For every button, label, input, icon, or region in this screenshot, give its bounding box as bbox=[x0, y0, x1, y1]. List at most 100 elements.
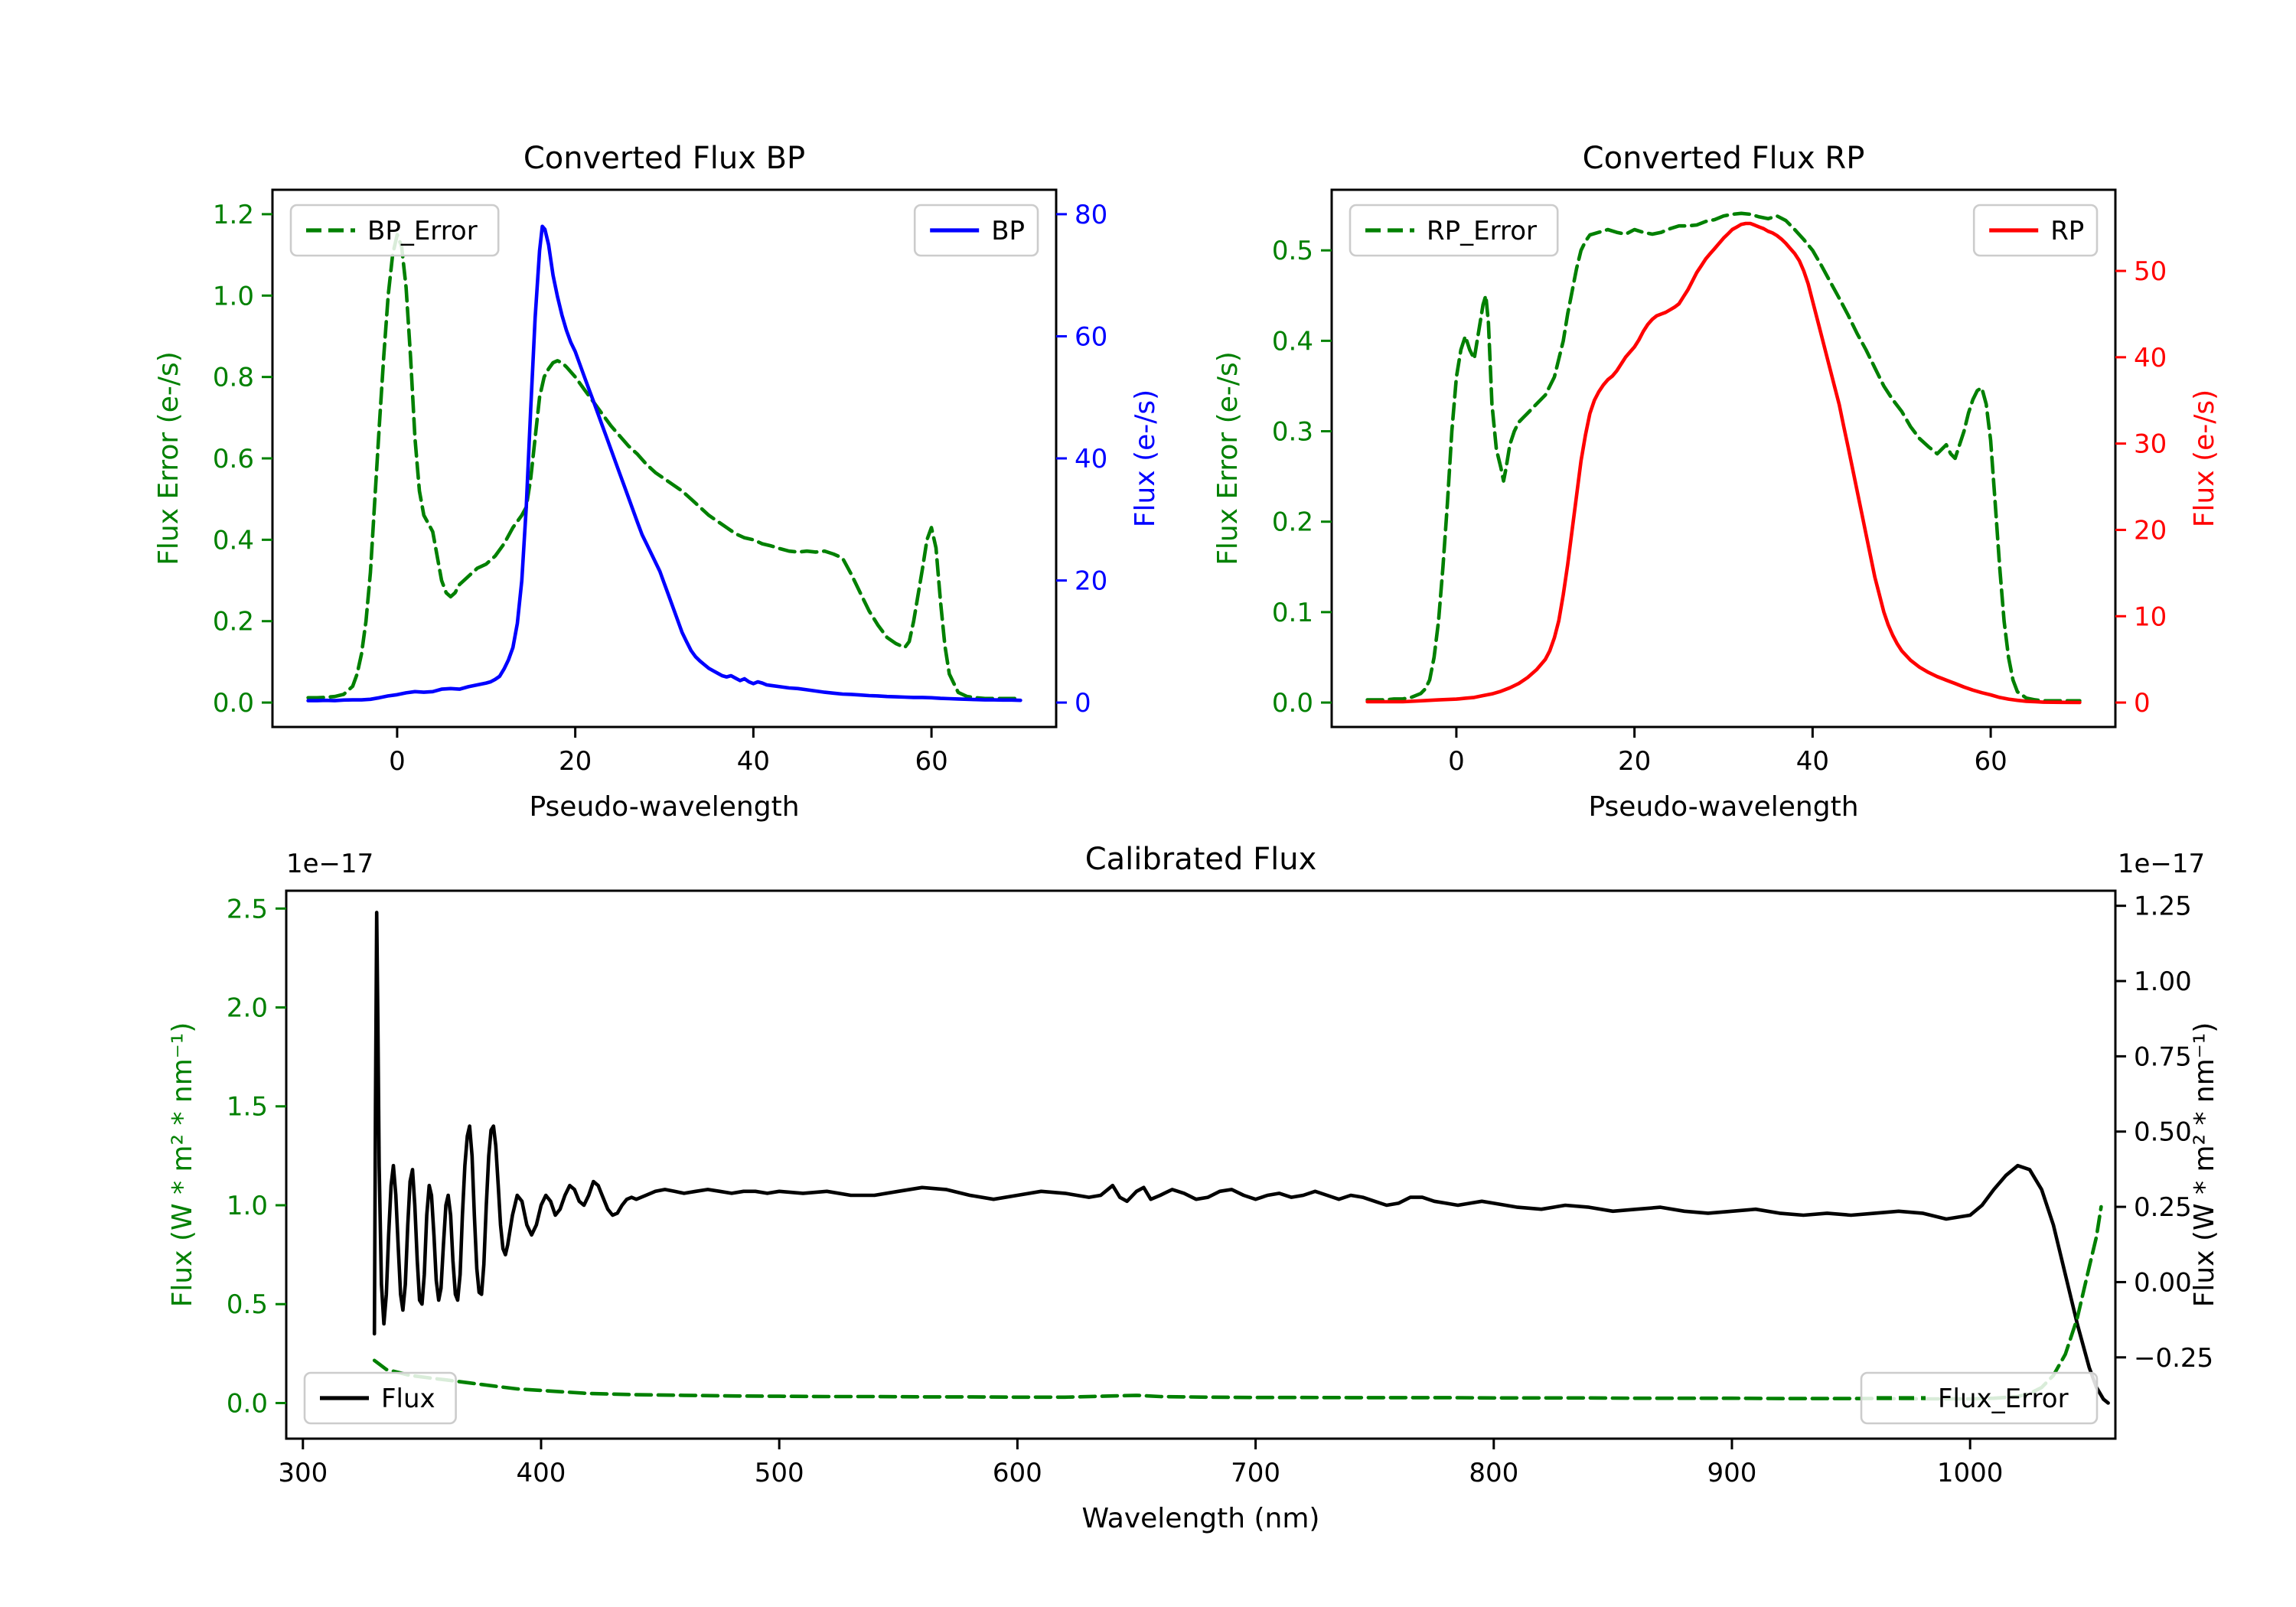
y-tick-label-right: 20 bbox=[1075, 566, 1107, 597]
chart-rp: 0 20 40 60 0.0 0.1 0.2 0.3 0.4 0.5 0 10 20 30 40 50 Conv… bbox=[1212, 141, 2220, 823]
y-tick-label-right: 0.25 bbox=[2134, 1192, 2192, 1223]
series-RP_Error bbox=[1365, 211, 2082, 703]
y-tick-label-right: 0.50 bbox=[2134, 1117, 2192, 1148]
y-tick-label-right: 50 bbox=[2134, 256, 2167, 287]
x-tick-label: 900 bbox=[1707, 1458, 1757, 1488]
chart-title: Converted Flux RP bbox=[1583, 141, 1865, 176]
y-tick-label-left: 0.0 bbox=[1272, 688, 1313, 719]
y-tick-label-left: 0.2 bbox=[1272, 507, 1313, 538]
x-tick-label: 40 bbox=[1796, 746, 1829, 777]
y-axis-label-left: Flux Error (e-/s) bbox=[153, 351, 184, 566]
y-tick-label-left: 0.8 bbox=[213, 363, 254, 393]
legend-BP_Error: BP_Error bbox=[289, 204, 500, 257]
x-tick-label: 400 bbox=[517, 1458, 566, 1488]
y-tick-label-right: 40 bbox=[1075, 444, 1107, 474]
y-tick-label-right: 80 bbox=[1075, 200, 1107, 230]
x-tick-label: 600 bbox=[993, 1458, 1042, 1488]
y-tick-label-left: 0.6 bbox=[213, 444, 254, 474]
y-tick-label-right: 60 bbox=[1075, 321, 1107, 352]
y-axis-label-right: Flux (e-/s) bbox=[1130, 390, 1161, 527]
y-axis-label-left: Flux Error (e-/s) bbox=[1212, 351, 1244, 566]
y-tick-label-right: −0.25 bbox=[2134, 1343, 2213, 1374]
series-RP bbox=[1365, 221, 2082, 705]
y-tick-label-right: 0.75 bbox=[2134, 1041, 2192, 1072]
legend-label: RP_Error bbox=[1427, 216, 1537, 246]
y-tick-label-left: 1.0 bbox=[227, 1191, 268, 1221]
x-axis-label: Pseudo-wavelength bbox=[529, 791, 799, 823]
x-tick-label: 0 bbox=[389, 746, 406, 777]
y-tick-label-right: 30 bbox=[2134, 429, 2167, 460]
y-tick-label-right: 1.00 bbox=[2134, 966, 2192, 997]
chart-title: Calibrated Flux bbox=[1085, 842, 1317, 877]
x-tick-label: 700 bbox=[1231, 1458, 1280, 1488]
series-group bbox=[306, 224, 1022, 702]
legend-BP: BP bbox=[913, 204, 1039, 257]
legend-Flux_Error: Flux_Error bbox=[1860, 1371, 2099, 1425]
legend-box bbox=[289, 204, 500, 257]
x-tick-label: 20 bbox=[559, 746, 592, 777]
y-tick-label-left: 0.4 bbox=[1272, 326, 1313, 357]
x-tick-label: 0 bbox=[1448, 746, 1465, 777]
y-tick-label-left: 0.1 bbox=[1272, 598, 1313, 628]
x-tick-label: 500 bbox=[755, 1458, 804, 1488]
chart-bp: 0 20 40 60 0.0 0.2 0.4 0.6 0.8 1.0 1.2 0 20 40 60 80 Con… bbox=[153, 141, 1161, 823]
x-tick-label: 20 bbox=[1618, 746, 1651, 777]
x-tick-label: 800 bbox=[1469, 1458, 1518, 1488]
offset-text-right: 1e−17 bbox=[2118, 849, 2205, 879]
y-tick-label-left: 1.0 bbox=[213, 281, 254, 311]
y-tick-label-left: 0.3 bbox=[1272, 417, 1313, 448]
y-tick-label-left: 1.2 bbox=[213, 200, 254, 230]
y-tick-label-left: 0.5 bbox=[1272, 236, 1313, 266]
legend-Flux: Flux bbox=[303, 1371, 457, 1425]
x-axis-label: Pseudo-wavelength bbox=[1588, 791, 1858, 823]
chart-cal: 300 400 500 600 700 800 900 1000 0.0 0.5 1.0 1.5 2.0… bbox=[167, 842, 2220, 1534]
y-tick-label-left: 0.2 bbox=[213, 607, 254, 637]
legend-label: RP bbox=[2050, 216, 2084, 246]
y-tick-label-right: 0 bbox=[2134, 688, 2151, 719]
legend-box bbox=[303, 1371, 457, 1425]
axes-frame bbox=[285, 889, 2117, 1440]
chart-title: Converted Flux BP bbox=[523, 141, 805, 176]
y-axis-label-right: Flux (e-/s) bbox=[2189, 390, 2220, 527]
x-tick-label: 60 bbox=[1974, 746, 2007, 777]
series-Flux bbox=[372, 911, 2110, 1405]
legend-RP_Error: RP_Error bbox=[1349, 204, 1559, 257]
y-tick-label-right: 20 bbox=[2134, 515, 2167, 546]
offset-text-left: 1e−17 bbox=[286, 849, 373, 879]
series-Flux_Error bbox=[372, 1204, 2103, 1401]
y-tick-label-left: 2.5 bbox=[227, 894, 268, 924]
series-BP_Error bbox=[306, 233, 1022, 701]
y-tick-label-left: 0.0 bbox=[213, 688, 254, 719]
y-axis-label-left: Flux (W * m² * nm⁻¹) bbox=[167, 1022, 198, 1308]
series-BP bbox=[306, 224, 1022, 702]
series-group bbox=[1365, 211, 2082, 705]
y-tick-label-right: 10 bbox=[2134, 601, 2167, 632]
y-axis-label-right: Flux (W * m² * nm⁻¹) bbox=[2189, 1022, 2220, 1308]
y-tick-label-right: 1.25 bbox=[2134, 892, 2192, 922]
y-tick-label-left: 0.5 bbox=[227, 1289, 268, 1320]
y-tick-label-left: 1.5 bbox=[227, 1092, 268, 1123]
series-group bbox=[372, 911, 2110, 1405]
y-tick-label-left: 2.0 bbox=[227, 993, 268, 1024]
legend-box bbox=[1349, 204, 1559, 257]
x-axis-label: Wavelength (nm) bbox=[1082, 1503, 1320, 1534]
legend-label: Flux bbox=[381, 1384, 435, 1414]
axes-frame bbox=[1330, 188, 2117, 729]
y-tick-label-left: 0.4 bbox=[213, 525, 254, 556]
legend-label: BP bbox=[991, 216, 1025, 246]
y-tick-label-right: 40 bbox=[2134, 343, 2167, 373]
x-tick-label: 60 bbox=[915, 746, 947, 777]
y-tick-label-left: 0.0 bbox=[227, 1388, 268, 1419]
x-tick-label: 300 bbox=[278, 1458, 328, 1488]
y-tick-label-right: 0 bbox=[1075, 688, 1091, 719]
y-tick-label-right: 0.00 bbox=[2134, 1267, 2192, 1298]
legend-box bbox=[1860, 1371, 2099, 1425]
x-tick-label: 1000 bbox=[1937, 1458, 2004, 1488]
legend-label: BP_Error bbox=[367, 216, 478, 246]
legend-label: Flux_Error bbox=[1938, 1384, 2069, 1414]
x-tick-label: 40 bbox=[737, 746, 770, 777]
legend-RP: RP bbox=[1972, 204, 2099, 257]
